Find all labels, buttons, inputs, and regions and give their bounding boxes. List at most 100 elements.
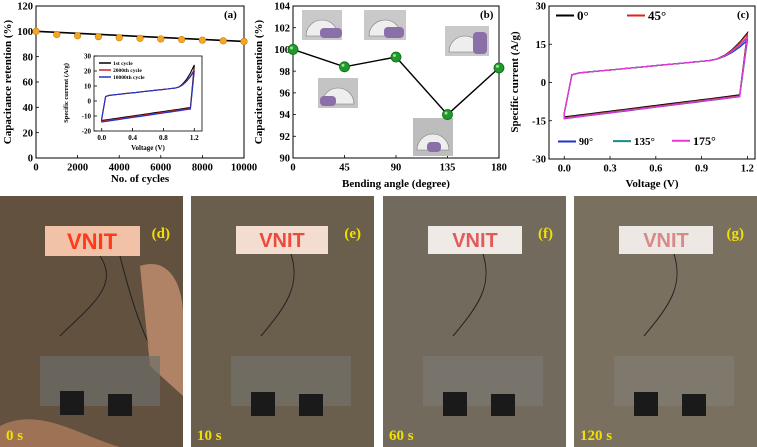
inset-xlabel: Voltage (V) (131, 144, 165, 152)
panel-b-y-tick-label: 102 (274, 23, 290, 34)
device (40, 356, 160, 406)
panel-a-point (157, 35, 165, 43)
panel-b: 0 45 90 135 180 90 92 94 96 98 100 102 104 (253, 2, 507, 190)
panel-b-x-tick-label: 135 (440, 163, 456, 174)
panel-c-x-tick-label: 1.2 (741, 164, 754, 175)
panel-b-y-tick-label: 92 (280, 132, 291, 143)
panel-b-point (442, 109, 453, 120)
inset-y-tick-label: 20 (84, 67, 92, 75)
photo-panel-d: VNIT (d) 0 s (0, 196, 183, 447)
panel-a-y-tick-label: 100 (17, 27, 33, 38)
panel-b-y-tick-label: 104 (274, 2, 291, 13)
inset-ylabel: Specific current (A/g) (63, 63, 70, 123)
inset-series-10000th-cycle (101, 70, 195, 123)
panel-c-x-tick-label: 0.0 (558, 164, 571, 175)
device (614, 356, 734, 406)
panel-c-y-tick-label: -15 (532, 116, 546, 127)
panel-b-ylabel: Capacitance retention (%) (253, 19, 265, 144)
panel-b-point-highlight (496, 64, 499, 68)
panel-a-point (240, 37, 248, 46)
panel-a-point (53, 30, 61, 39)
led-text: VNIT (259, 230, 305, 252)
panel-a-x-tick-label: 8000 (192, 163, 213, 174)
panel-b-x-tick-label: 90 (391, 163, 402, 174)
panel-b-y-tick-label: 98 (280, 67, 291, 78)
inset-y-tick-label: 0 (88, 97, 92, 105)
photo-label: (d) (152, 226, 170, 242)
panel-a-y-tick-label: 120 (17, 2, 33, 13)
panel-c-axes (548, 5, 756, 160)
photo-panel-f: VNIT (f) 60 s (383, 196, 566, 447)
panel-a-point (94, 33, 102, 41)
panel-b-point (339, 61, 350, 73)
panel-b-x-tick-label: 180 (491, 163, 507, 174)
panel-a-label: (a) (224, 9, 237, 21)
panel-c-x-tick-label: 0.6 (649, 164, 662, 175)
panel-b-y-tick-label: 90 (280, 154, 291, 165)
panel-c-xlabel: Voltage (V) (625, 178, 678, 190)
panel-b-y-tick-label: 94 (280, 110, 291, 121)
inset-y-tick-label: -10 (82, 112, 92, 120)
panel-a-x-tick-label: 6000 (150, 163, 171, 174)
inset-y-tick-label: 10 (84, 82, 92, 90)
protractor-photo-180 (445, 26, 489, 56)
panel-c-legend-label: 45° (648, 8, 666, 23)
panel-c-label: (c) (737, 9, 750, 21)
protractor-photo-45 (318, 78, 358, 108)
led-text: VNIT (452, 230, 498, 252)
panel-c-y-tick-label: 15 (536, 40, 547, 51)
panel-a-point (178, 35, 186, 44)
device (423, 356, 543, 406)
led-board (45, 226, 140, 256)
panel-c-ylabel: Specific current (A/g) (509, 31, 521, 133)
photo-time: 10 s (197, 428, 222, 444)
panel-a-y-tick-label: 20 (23, 128, 34, 139)
panel-c-legend-label: 0° (577, 8, 589, 23)
inset-y-tick-label: -20 (82, 127, 92, 135)
panel-a-point (198, 36, 206, 44)
panel-b-x-tick-label: 0 (290, 163, 295, 174)
protractor-photo-0 (302, 10, 342, 40)
panel-a-x-tick-label: 0 (33, 163, 38, 174)
photo-label: (g) (727, 226, 745, 242)
protractor-photo-135 (413, 118, 453, 156)
photo-label: (f) (538, 226, 553, 242)
panel-a-point (32, 27, 40, 35)
panel-a-x-tick-label: 4000 (109, 163, 130, 174)
panel-a-point (219, 37, 227, 45)
panel-b-point-highlight (341, 63, 345, 67)
photo-time: 0 s (6, 428, 23, 444)
panel-b-y-tick-label: 96 (280, 89, 291, 100)
device (231, 356, 351, 406)
panel-b-point (493, 62, 505, 74)
inset-x-tick-label: 0.0 (97, 134, 106, 142)
panel-a-point (115, 34, 123, 42)
panel-c-legend-label: 175° (693, 134, 716, 148)
photo-panel-e: VNIT (e) 10 s (191, 196, 374, 447)
panel-b-label: (b) (480, 9, 494, 21)
panel-a-x-tick-label: 10000 (231, 163, 257, 174)
inset-x-tick-label: 1.2 (190, 134, 199, 142)
photo-panel-g: VNIT (g) 120 s (574, 196, 757, 447)
inset-legend-label: 10000th cycle (113, 75, 145, 81)
panel-a-point (73, 32, 82, 40)
bending-photos (302, 10, 489, 156)
inset-x-tick-label: 0.8 (159, 134, 168, 142)
panel-c: 0.0 0.3 0.6 0.9 1.2 -30 -15 0 15 30 0° 45° 90° 135° 1… (509, 2, 756, 190)
panel-b-point-highlight (290, 46, 293, 50)
panel-a-x-tick-label: 2000 (67, 163, 88, 174)
photo-time: 60 s (389, 428, 414, 444)
panel-c-y-tick-label: 0 (541, 78, 546, 89)
panel-c-series-175° (563, 34, 749, 120)
panel-a-point (136, 34, 144, 42)
panel-b-x-tick-label: 45 (339, 163, 350, 174)
panel-a-y-tick-label: 0 (28, 154, 33, 165)
led-text: VNIT (643, 230, 689, 252)
panel-c-y-tick-label: 30 (536, 2, 547, 13)
panel-b-point-highlight (393, 54, 396, 58)
led-board (236, 226, 328, 254)
led-text: VNIT (67, 229, 118, 254)
panel-c-y-tick-label: -30 (532, 155, 546, 166)
